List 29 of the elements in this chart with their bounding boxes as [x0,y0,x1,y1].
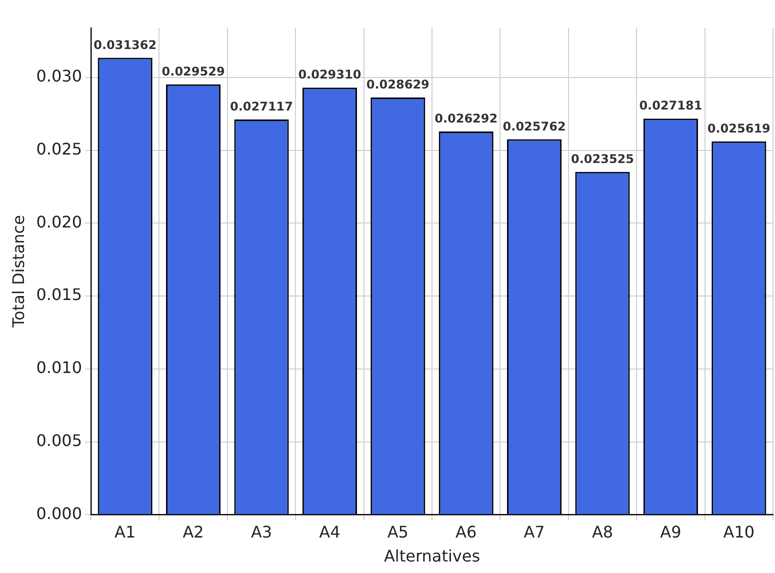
x-axis-title: Alternatives [384,546,480,566]
x-tick-label: A10 [723,522,755,542]
data-label: 0.029310 [298,68,362,82]
y-tick-label: 0.015 [36,285,82,304]
x-tick-label: A8 [592,522,614,542]
y-tick-label: 0.000 [36,504,82,523]
y-tick-label: 0.030 [36,66,82,86]
data-label: 0.029529 [162,64,225,79]
y-tick-label: 0.010 [36,358,82,378]
data-label: 0.031362 [94,38,157,52]
y-tick-label: 0.005 [36,430,82,450]
data-label: 0.023525 [570,152,634,166]
data-label: 0.025619 [707,121,770,136]
x-tick-label: A1 [114,522,136,542]
data-label: 0.027181 [639,98,702,113]
data-label: 0.028629 [366,78,430,92]
x-tick-label: A2 [182,522,204,542]
x-tick-label: A5 [387,522,408,542]
y-tick-label: 0.020 [36,212,82,232]
y-axis-title: Total Distance [8,215,28,329]
x-tick-label: A7 [524,522,545,542]
x-tick-label: A4 [319,522,340,542]
data-label: 0.025762 [502,119,566,134]
y-tick-label: 0.025 [36,140,82,159]
data-label: 0.026292 [434,112,498,126]
data-label: 0.027117 [230,100,294,114]
x-tick-label: A3 [250,522,272,542]
x-tick-label: A6 [456,522,477,542]
x-tick-label: A9 [660,522,682,542]
